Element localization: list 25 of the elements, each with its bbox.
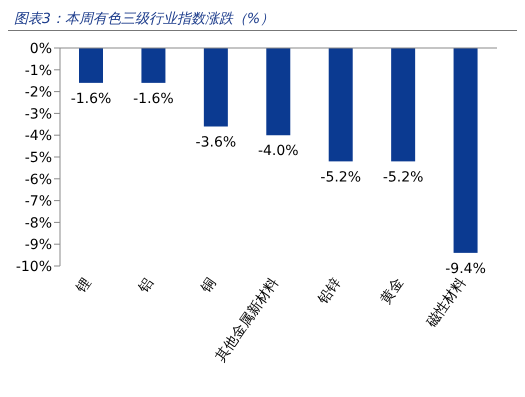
y-tick-label: -8%: [24, 215, 52, 232]
x-tick-label: 锂: [72, 275, 94, 297]
y-tick-label: 0%: [30, 40, 52, 57]
data-label: -5.2%: [320, 169, 362, 186]
y-tick-label: -1%: [24, 62, 52, 79]
y-tick-label: -7%: [24, 194, 52, 210]
data-label: -9.4%: [445, 260, 486, 277]
x-tick-label: 铅锌: [314, 275, 344, 308]
y-tick-label: -4%: [24, 128, 52, 144]
y-tick-label: -5%: [24, 150, 52, 166]
data-label: -3.6%: [196, 134, 236, 150]
data-label: -5.2%: [382, 169, 424, 186]
chart-title: 图表3：本周有色三级行业指数涨跌（%）: [8, 8, 517, 31]
y-tick-label: -2%: [24, 84, 52, 101]
x-tick-label: 磁性材料: [423, 275, 470, 331]
y-tick-label: -3%: [24, 106, 52, 122]
x-tick-label: 铝: [135, 275, 157, 297]
x-tick-label: 铜: [198, 275, 220, 297]
y-tick-label: -9%: [24, 237, 52, 254]
x-tick-label: 黄金: [377, 275, 407, 308]
data-label: -1.6%: [133, 90, 174, 107]
y-tick-label: -10%: [16, 258, 52, 275]
data-label: -1.6%: [70, 90, 112, 107]
y-tick-label: -6%: [24, 172, 52, 188]
data-label: -4.0%: [258, 143, 299, 160]
